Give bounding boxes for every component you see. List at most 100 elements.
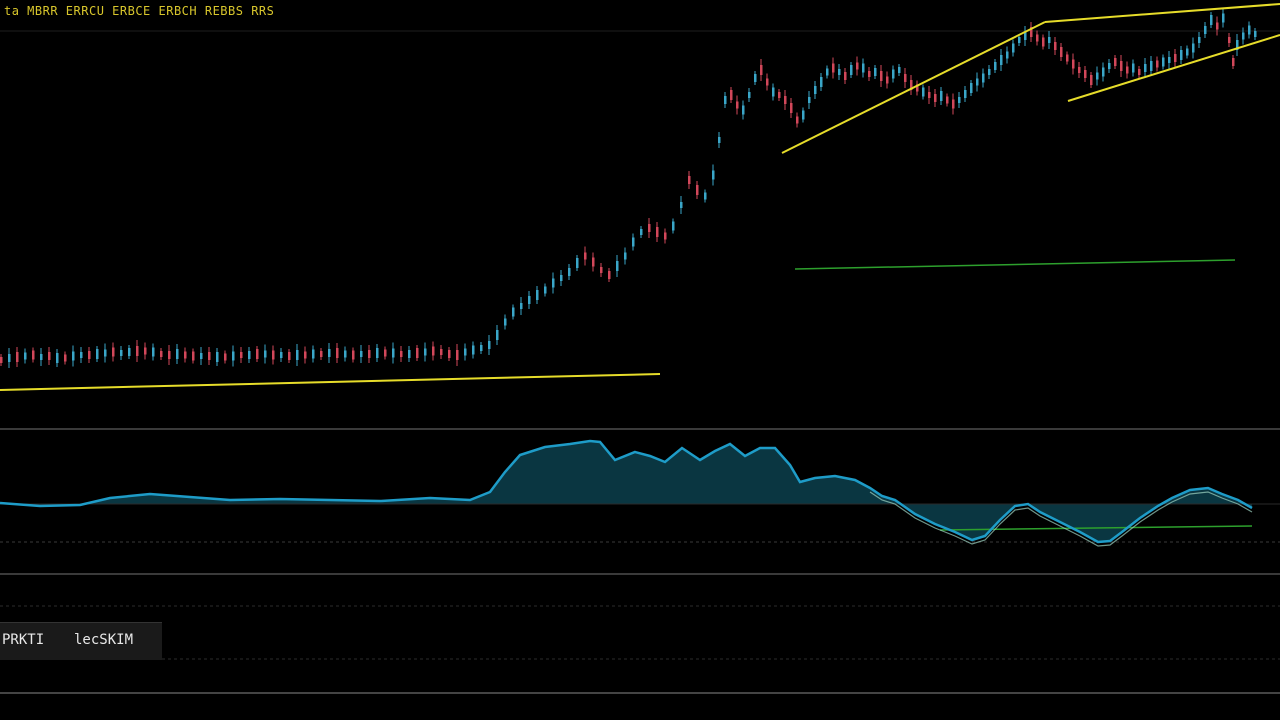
candle-0 bbox=[0, 354, 3, 366]
candle-body bbox=[790, 103, 793, 113]
candle-body bbox=[874, 68, 877, 76]
candle-body bbox=[910, 80, 913, 90]
candle-6 bbox=[48, 347, 51, 365]
candle-body bbox=[112, 347, 115, 357]
trendlines-group bbox=[0, 3, 1280, 391]
candle-body bbox=[1120, 61, 1123, 71]
candle-body bbox=[1254, 31, 1257, 37]
trendline-2[interactable] bbox=[1044, 3, 1280, 23]
candle-71 bbox=[568, 264, 571, 280]
candle-48 bbox=[384, 346, 387, 360]
candle-81 bbox=[648, 218, 651, 238]
trendline-1[interactable] bbox=[781, 21, 1046, 154]
candle-body bbox=[1236, 40, 1239, 50]
candle-body bbox=[392, 348, 395, 358]
candle-body bbox=[994, 62, 997, 70]
candle-body bbox=[946, 96, 949, 104]
candle-98 bbox=[766, 73, 769, 91]
candle-body bbox=[280, 352, 283, 358]
trendline-3[interactable] bbox=[1067, 34, 1280, 102]
candle-7 bbox=[56, 349, 59, 367]
candle-body bbox=[1228, 37, 1231, 43]
candle-144 bbox=[1042, 34, 1045, 50]
candle-35 bbox=[280, 348, 283, 362]
candle-34 bbox=[272, 345, 275, 365]
candle-body bbox=[892, 69, 895, 79]
candle-body bbox=[264, 350, 267, 358]
candle-29 bbox=[232, 345, 235, 367]
candle-body bbox=[1006, 51, 1009, 59]
candle-body bbox=[24, 352, 27, 360]
candle-body bbox=[560, 275, 563, 281]
candle-172 bbox=[1210, 12, 1213, 28]
candle-129 bbox=[952, 93, 955, 115]
candle-14 bbox=[112, 342, 115, 362]
candle-body bbox=[838, 69, 841, 75]
oscillator-pane bbox=[0, 439, 1280, 547]
candle-body bbox=[592, 257, 595, 267]
candle-64 bbox=[512, 304, 515, 320]
candle-143 bbox=[1036, 30, 1039, 46]
candle-body bbox=[232, 351, 235, 361]
level-line-0[interactable] bbox=[794, 259, 1236, 270]
candle-11 bbox=[88, 347, 91, 363]
candle-60 bbox=[480, 342, 483, 354]
candle-body bbox=[704, 192, 707, 200]
candle-47 bbox=[376, 344, 379, 362]
candle-22 bbox=[176, 344, 179, 364]
candle-body bbox=[1096, 72, 1099, 80]
candle-body bbox=[368, 350, 371, 358]
candle-51 bbox=[408, 346, 411, 362]
candle-body bbox=[472, 345, 475, 355]
candle-body bbox=[216, 352, 219, 362]
candle-body bbox=[576, 258, 579, 268]
candle-118 bbox=[886, 71, 889, 89]
candle-body bbox=[1180, 50, 1183, 60]
candle-146 bbox=[1054, 37, 1057, 55]
trendline-0[interactable] bbox=[0, 373, 661, 391]
candle-body bbox=[72, 351, 75, 361]
candle-57 bbox=[456, 344, 459, 366]
candle-body bbox=[1156, 60, 1159, 68]
candle-body bbox=[128, 348, 131, 356]
candle-147 bbox=[1060, 43, 1063, 61]
candle-103 bbox=[796, 112, 799, 128]
candle-105 bbox=[808, 91, 811, 109]
candle-137 bbox=[1000, 49, 1003, 71]
candle-body bbox=[934, 94, 937, 102]
candle-body bbox=[976, 78, 979, 86]
candle-159 bbox=[1132, 59, 1135, 77]
candle-106 bbox=[814, 81, 817, 99]
candle-body bbox=[1030, 27, 1033, 37]
candle-body bbox=[520, 303, 523, 309]
candle-body bbox=[1198, 37, 1201, 43]
candle-134 bbox=[982, 68, 985, 88]
candle-59 bbox=[472, 341, 475, 359]
candle-94 bbox=[742, 100, 745, 120]
candles-group bbox=[0, 8, 1257, 368]
candle-65 bbox=[520, 297, 523, 315]
candle-77 bbox=[616, 255, 619, 277]
candle-173 bbox=[1216, 16, 1219, 36]
candle-155 bbox=[1108, 59, 1111, 73]
candle-154 bbox=[1102, 62, 1105, 82]
candle-body bbox=[256, 349, 259, 359]
candle-body bbox=[536, 290, 539, 300]
candle-body bbox=[928, 92, 931, 98]
candle-21 bbox=[168, 345, 171, 365]
candle-28 bbox=[224, 350, 227, 364]
candle-56 bbox=[448, 347, 451, 361]
candle-body bbox=[1168, 57, 1171, 63]
candle-2 bbox=[16, 347, 19, 367]
candle-body bbox=[672, 221, 675, 231]
candle-body bbox=[952, 99, 955, 109]
candle-body bbox=[600, 267, 603, 273]
candle-141 bbox=[1024, 26, 1027, 46]
candle-130 bbox=[958, 92, 961, 108]
candle-body bbox=[480, 345, 483, 351]
candle-19 bbox=[152, 343, 155, 361]
candle-body bbox=[552, 278, 555, 288]
candle-body bbox=[736, 101, 739, 109]
candle-90 bbox=[718, 132, 721, 148]
